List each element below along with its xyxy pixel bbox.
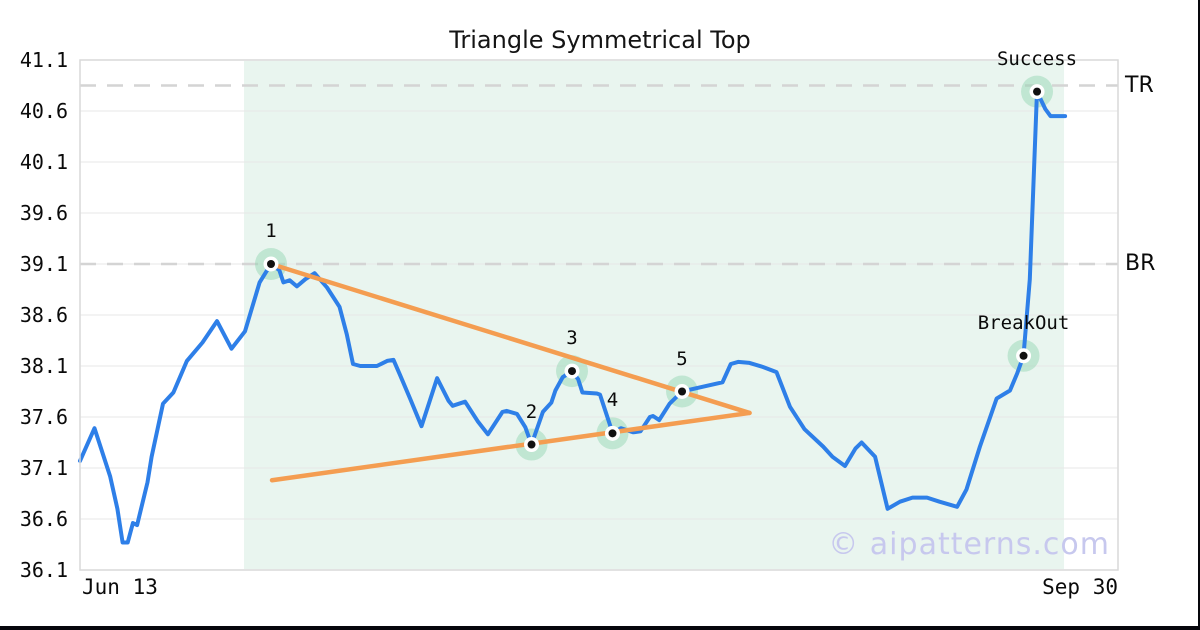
marker-label-3: 3	[566, 327, 578, 350]
y-tick-label: 41.1	[19, 48, 68, 72]
y-tick-label: 36.1	[19, 558, 68, 582]
y-tick-label: 40.1	[19, 150, 68, 174]
marker-dot-2	[527, 440, 536, 449]
chart-title: Triangle Symmetrical Top	[449, 26, 751, 54]
y-tick-label: 38.1	[19, 354, 68, 378]
marker-label-5: 5	[676, 347, 688, 370]
marker-dot-1	[266, 260, 275, 268]
marker-dot-breakout	[1019, 351, 1028, 360]
bottom-brand-bar	[0, 626, 1200, 630]
level-label-br: BR	[1125, 251, 1156, 276]
marker-dot-4	[608, 429, 617, 438]
level-label-tr: TR	[1125, 72, 1154, 98]
y-tick-label: 39.6	[19, 201, 68, 225]
x-axis-label-end: Sep 30	[1042, 575, 1118, 599]
price-line	[78, 89, 1068, 545]
upper-trendline	[268, 261, 752, 416]
y-tick-label: 36.6	[19, 507, 68, 531]
y-tick-label: 38.6	[19, 303, 68, 327]
marker-label-success: Success	[996, 47, 1078, 70]
y-tick-label: 39.1	[19, 252, 68, 276]
y-tick-label: 37.1	[19, 456, 68, 480]
y-tick-label: 40.6	[19, 99, 68, 123]
plot-border	[79, 59, 1119, 571]
y-tick-label: 37.6	[19, 405, 68, 429]
lower-trendline	[269, 410, 752, 483]
watermark: © aipatterns.com	[828, 527, 1110, 562]
marker-label-4: 4	[606, 389, 619, 412]
marker-dot-3	[568, 367, 577, 376]
marker-label-2: 2	[525, 400, 538, 423]
marker-dot-success	[1033, 87, 1042, 96]
marker-dot-5	[678, 387, 687, 396]
marker-label-1: 1	[265, 220, 277, 242]
marker-label-breakout: BreakOut	[977, 311, 1070, 334]
right-edge-border	[1198, 0, 1200, 630]
x-axis-label-start: Jun 13	[82, 575, 158, 599]
